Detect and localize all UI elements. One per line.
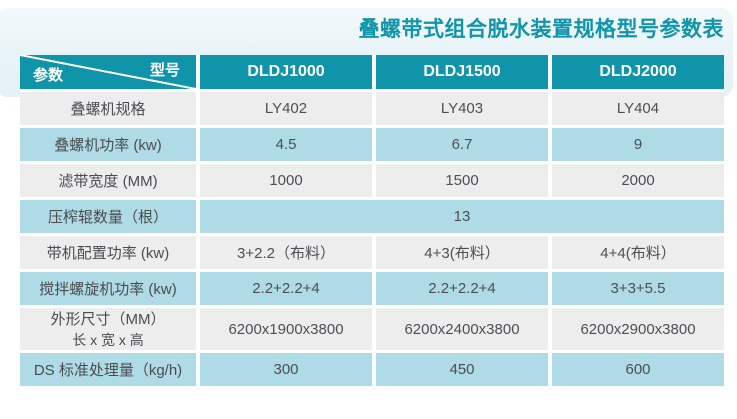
table-cell: 4.5 <box>200 128 376 164</box>
table-cell: 450 <box>376 353 552 389</box>
row-label: 搅拌螺旋机功率 (kw) <box>20 272 200 308</box>
table-cell: 2.2+2.2+4 <box>376 272 552 308</box>
table-cell: 6.7 <box>376 128 552 164</box>
table-row: 带机配置功率 (kw) 3+2.2（布料） 4+3(布料） 4+4(布料） <box>20 236 724 272</box>
row-label: 叠螺机功率 (kw) <box>20 128 200 164</box>
table-row: 搅拌螺旋机功率 (kw) 2.2+2.2+4 2.2+2.2+4 3+3+5.5 <box>20 272 724 308</box>
table-cell: 6200x2900x3800 <box>552 308 724 353</box>
row-label-line2: 长 x 宽 x 高 <box>72 332 144 348</box>
table-cell: 6200x2400x3800 <box>376 308 552 353</box>
corner-param-label: 参数 <box>33 67 64 84</box>
table-cell: 4+4(布料） <box>552 236 724 272</box>
table-row: 叠螺机规格 LY402 LY403 LY404 <box>20 92 724 128</box>
column-header-dldj2000: DLDJ2000 <box>552 55 724 92</box>
row-label: DS 标准处理量（kg/h) <box>20 353 200 389</box>
table-cell: 1000 <box>200 164 376 200</box>
row-label: 外形尺寸（MM） 长 x 宽 x 高 <box>20 308 200 353</box>
column-header-dldj1000: DLDJ1000 <box>200 55 376 92</box>
corner-model-label: 型号 <box>149 62 180 79</box>
corner-header-cell: 参数 型号 <box>20 55 200 92</box>
table-cell: 3+3+5.5 <box>552 272 724 308</box>
table-cell: 600 <box>552 353 724 389</box>
table-cell: 6200x1900x3800 <box>200 308 376 353</box>
table-row: 外形尺寸（MM） 长 x 宽 x 高 6200x1900x3800 6200x2… <box>20 308 724 353</box>
table-row: DS 标准处理量（kg/h) 300 450 600 <box>20 353 724 389</box>
column-header-dldj1500: DLDJ1500 <box>376 55 552 92</box>
table-cell: 2.2+2.2+4 <box>200 272 376 308</box>
row-label: 滤带宽度 (MM) <box>20 164 200 200</box>
table-cell: LY402 <box>200 92 376 128</box>
table-cell: LY404 <box>552 92 724 128</box>
row-label: 叠螺机规格 <box>20 92 200 128</box>
table-row: 压榨辊数量（根） 13 <box>20 200 724 236</box>
row-label: 带机配置功率 (kw) <box>20 236 200 272</box>
table-cell: 9 <box>552 128 724 164</box>
table-cell: 1500 <box>376 164 552 200</box>
table-row: 滤带宽度 (MM) 1000 1500 2000 <box>20 164 724 200</box>
page-title: 叠螺带式组合脱水装置规格型号参数表 <box>358 18 724 41</box>
row-label: 压榨辊数量（根） <box>20 200 200 236</box>
header-row: 参数 型号 DLDJ1000 DLDJ1500 DLDJ2000 <box>20 55 724 92</box>
table-cell: 3+2.2（布料） <box>200 236 376 272</box>
row-label-line1: 外形尺寸（MM） <box>50 311 166 328</box>
spec-table: 参数 型号 DLDJ1000 DLDJ1500 DLDJ2000 叠螺机规格 L… <box>20 55 724 389</box>
table-cell: 2000 <box>552 164 724 200</box>
table-cell: 4+3(布料） <box>376 236 552 272</box>
table-cell: 300 <box>200 353 376 389</box>
table-row: 叠螺机功率 (kw) 4.5 6.7 9 <box>20 128 724 164</box>
table-cell: LY403 <box>376 92 552 128</box>
table-cell-merged: 13 <box>200 200 724 236</box>
